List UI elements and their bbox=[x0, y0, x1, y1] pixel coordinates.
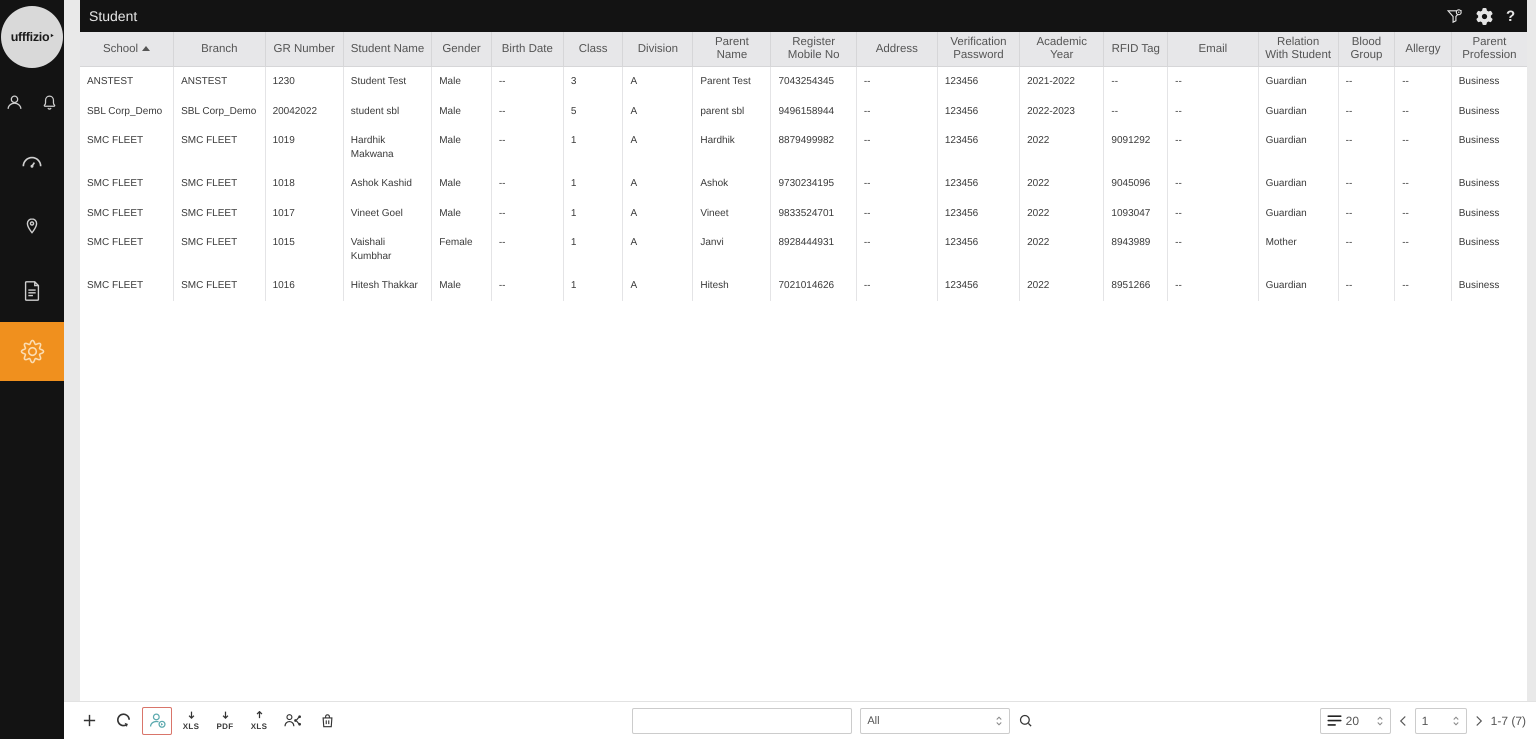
svg-text:ufffizio: ufffizio bbox=[11, 30, 50, 44]
svg-text:?: ? bbox=[1506, 8, 1515, 25]
